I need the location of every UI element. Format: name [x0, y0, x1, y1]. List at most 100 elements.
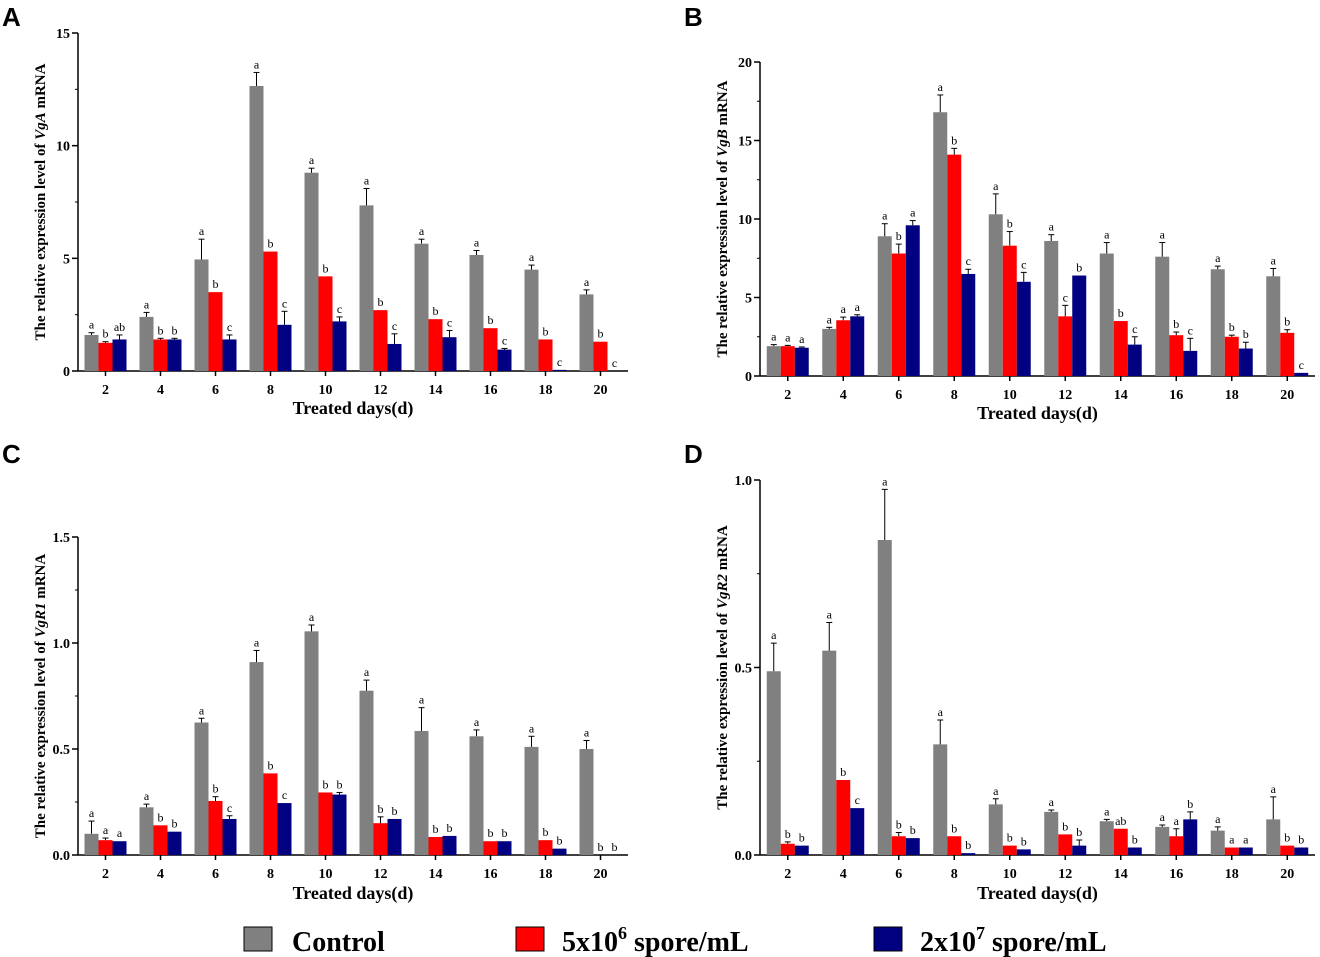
panel-d-xtick-label: 4 [840, 867, 847, 882]
panel-d-sig-label: a [882, 474, 888, 488]
panel-a-sig-label: c [227, 320, 232, 334]
legend-label-high-main: 2x10 [920, 927, 976, 957]
panel-b-sig-label: b [1284, 315, 1290, 329]
panel-c-sig-label: b [447, 821, 453, 835]
legend-swatch-low-dose [515, 926, 545, 952]
panel-b-ylabel-suffix: mRNA [715, 80, 731, 129]
panel-d-sig-label: b [799, 831, 805, 845]
panel-b-sig-label: a [827, 312, 833, 326]
panel-d-bar-control [933, 744, 948, 855]
panel-d-bar-high-dose [961, 853, 976, 855]
panel-a-sig-label: a [89, 318, 95, 332]
panel-b-bar-control [1155, 256, 1170, 376]
panel-c-xtick-label: 6 [212, 867, 219, 882]
panel-d-bar-control [1099, 821, 1114, 855]
panel-a-bar-low-dose [428, 319, 443, 371]
panel-a-sig-label: b [172, 323, 178, 337]
legend-item-low-dose: 5x106 spore/mL [515, 923, 749, 957]
panel-b-sig-label: a [938, 80, 944, 94]
panel-d-ylabel: The relative expression level of VgR2 mR… [715, 525, 731, 810]
panel-a-bar-low-dose [208, 292, 223, 371]
panel-b-xtick-label: 16 [1169, 388, 1183, 403]
panel-c-sig-label: a [309, 610, 315, 624]
panel-a-sig-label: c [557, 355, 562, 369]
panel-a-xlabel: Treated days(d) [293, 398, 414, 419]
panel-b-bar-low-dose [780, 346, 795, 376]
panel-c-sig-label: b [557, 834, 563, 848]
panel-b-bar-high-dose [905, 225, 920, 376]
legend-label-control-main: Control [292, 927, 385, 957]
panel-d-sig-label: b [896, 818, 902, 832]
panel-a-bar-high-dose [332, 321, 347, 371]
panel-b-bar-high-dose [1294, 372, 1309, 376]
panel-d-sig-label: b [1187, 797, 1193, 811]
panel-c-ytick-label: 1.5 [53, 531, 71, 546]
panel-c-xtick-label: 12 [374, 867, 388, 882]
legend-item-high-dose: 2x107 spore/mL [873, 923, 1107, 957]
panel-b-bar-low-dose [1002, 245, 1017, 376]
panel-d-sig-label: b [1284, 831, 1290, 845]
panel-a-sig-label: c [612, 356, 617, 370]
panel-c-bar-low-dose [263, 773, 278, 855]
panel-c-ytick-label: 0.5 [53, 743, 71, 758]
panel-b-sig-label: a [882, 209, 888, 223]
panel-a-sig-label: b [213, 277, 219, 291]
panel-c-bar-control [359, 690, 374, 855]
panel-c-sig-label: b [158, 810, 164, 824]
panel-a-sig-label: b [488, 313, 494, 327]
panel-a-bar-control [414, 243, 429, 371]
legend-label-control: Control [292, 927, 385, 957]
panel-a-sig-label: c [392, 319, 397, 333]
panel-c-letter: C [2, 439, 21, 469]
panel-c-bar-high-dose [387, 818, 402, 855]
panel-d-bar-control [1155, 826, 1170, 855]
legend: Control 5x106 spore/mL 2x107 spore/mL [243, 923, 1107, 957]
panel-c-bar-high-dose [222, 818, 237, 855]
panel-c-sig-label: a [254, 635, 260, 649]
panel-b-bar-high-dose [1016, 281, 1031, 376]
panel-d-sig-label: ab [1115, 814, 1126, 828]
panel-d-sig-label: a [1174, 814, 1180, 828]
panel-a-bar-low-dose [263, 251, 278, 371]
panel-c-xtick-label: 10 [319, 867, 333, 882]
panel-b-xlabel: Treated days(d) [977, 403, 1098, 424]
panel-c-ytick-label: 1.0 [53, 637, 71, 652]
legend-label-high-dose: 2x107 spore/mL [920, 923, 1107, 957]
panel-b-xtick-label: 12 [1058, 388, 1072, 403]
legend-label-low-main: 5x10 [562, 927, 618, 957]
panel-c-bar-low-dose [483, 841, 498, 855]
panel-c-sig-label: a [419, 693, 425, 707]
panel-a-ylabel-suffix: mRNA [33, 63, 49, 112]
panel-c-sig-label: c [227, 801, 232, 815]
panel-a-bar-control [469, 254, 484, 371]
panel-b-bar-low-dose [1280, 332, 1295, 376]
panel-b-bar-control [766, 346, 781, 376]
panel-b-bar-control [1044, 240, 1059, 376]
panel-b-bar-high-dose [794, 347, 809, 376]
panel-d-sig-label: b [1298, 833, 1304, 847]
panel-a-sig-label: c [502, 333, 507, 347]
panel-b-sig-label: c [1021, 257, 1026, 271]
panel-a-bar-control [524, 269, 539, 371]
panel-b-xtick-label: 4 [840, 388, 847, 403]
panel-c-ylabel: The relative expression level of VgR1 mR… [33, 554, 49, 839]
panel-c-bar-control [579, 749, 594, 855]
panel-c-sig-label: b [378, 802, 384, 816]
panel-a-bar-control [579, 294, 594, 371]
panel-d-sig-label: a [1229, 833, 1235, 847]
panel-c-ylabel-gene: VgR1 [33, 603, 49, 638]
legend-label-high-sup: 7 [976, 923, 985, 943]
panel-b-sig-label: b [1076, 261, 1082, 275]
panel-b-xtick-label: 14 [1114, 388, 1128, 403]
panel-a-sig-label: b [323, 261, 329, 275]
panel-d-sig-label: b [1076, 825, 1082, 839]
panel-a-xtick-label: 12 [374, 383, 388, 398]
panel-d-sig-label: b [840, 765, 846, 779]
panel-b-sig-label: a [841, 302, 847, 316]
panel-c-bar-low-dose [538, 840, 553, 855]
panel-d-sig-label: b [910, 823, 916, 837]
panel-c-bar-control [524, 746, 539, 855]
legend-swatch-high-dose [873, 926, 903, 952]
panel-c-sig-label: a [89, 806, 95, 820]
